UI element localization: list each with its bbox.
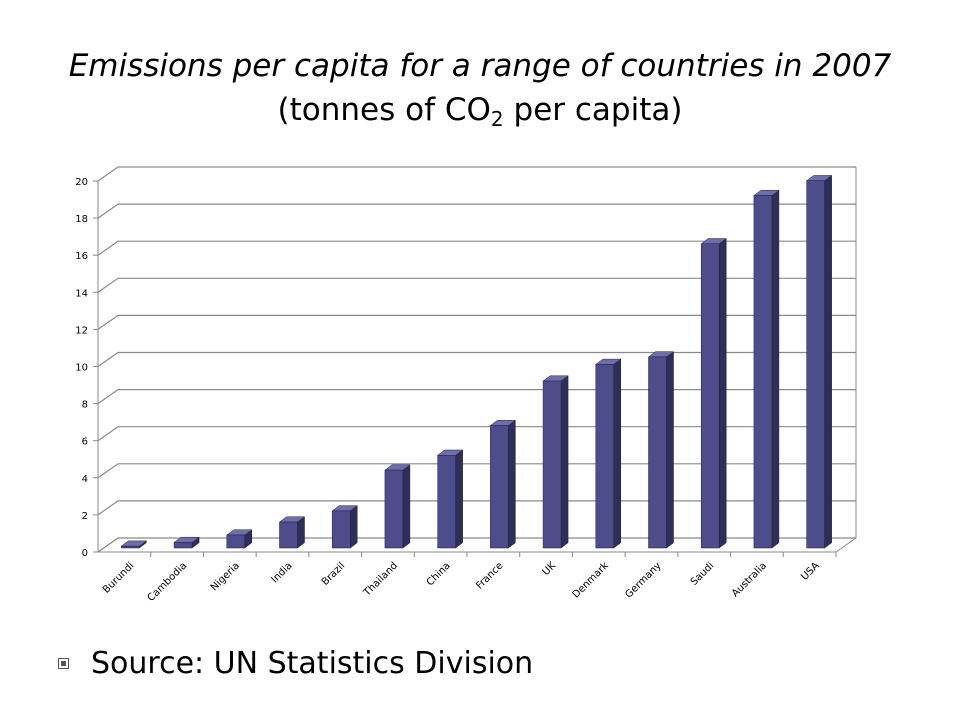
chart-floor-back-edge bbox=[97, 537, 856, 553]
bar-side bbox=[455, 449, 463, 549]
title-line-2-suffix: per capita) bbox=[503, 92, 683, 128]
x-tick-label: Australia bbox=[730, 560, 769, 599]
y-tick-label: 6 bbox=[82, 437, 88, 448]
bar-side bbox=[402, 464, 411, 549]
bar bbox=[279, 521, 298, 549]
gridline bbox=[97, 240, 856, 256]
bar bbox=[806, 180, 825, 549]
y-tick-label: 16 bbox=[75, 251, 88, 262]
bar-side bbox=[824, 174, 832, 549]
title-line-1: Emissions per capita for a range of coun… bbox=[68, 48, 892, 84]
bar-side bbox=[349, 505, 358, 549]
gridline bbox=[97, 277, 856, 293]
bar bbox=[595, 364, 615, 549]
gridline bbox=[97, 463, 856, 479]
y-tick-label: 18 bbox=[75, 214, 88, 225]
x-tick-label: India bbox=[269, 560, 294, 585]
bar bbox=[384, 469, 404, 549]
x-tick-label: France bbox=[474, 560, 505, 591]
x-tick-label: USA bbox=[799, 560, 822, 583]
x-tick-label: Nigeria bbox=[209, 560, 242, 593]
title-line-2: (tonnes of CO2 per capita) bbox=[0, 88, 960, 141]
source-text: Source: UN Statistics Division bbox=[91, 646, 534, 681]
gridline bbox=[97, 166, 856, 182]
chart-title: Emissions per capita for a range of coun… bbox=[0, 44, 960, 141]
gridline bbox=[97, 351, 856, 367]
title-subscript: 2 bbox=[490, 107, 504, 131]
gridline bbox=[97, 500, 856, 516]
x-tick-label: Brazil bbox=[320, 560, 348, 588]
y-tick-label: 10 bbox=[75, 363, 88, 374]
y-tick-label: 0 bbox=[82, 548, 88, 559]
y-tick-label: 20 bbox=[75, 177, 88, 188]
chart-floor-front-edge bbox=[97, 181, 857, 553]
bar-side bbox=[560, 375, 569, 549]
bar bbox=[542, 380, 562, 549]
bar bbox=[490, 425, 509, 549]
y-tick-label: 8 bbox=[82, 400, 88, 411]
y-tick-label: 2 bbox=[82, 511, 88, 522]
x-tick-label: UK bbox=[541, 560, 559, 578]
bar bbox=[173, 542, 193, 549]
x-tick-label: Denmark bbox=[571, 560, 611, 600]
bar-side bbox=[613, 358, 622, 549]
bar bbox=[226, 534, 246, 549]
gridline bbox=[97, 389, 856, 405]
bar bbox=[331, 510, 351, 549]
bar-chart: 0 2 4 6 8 10 12 14 16 18 20 Burundi Cambodia Nigeria I… bbox=[75, 166, 857, 604]
bar-side bbox=[718, 238, 727, 549]
x-tick-label: Thailand bbox=[361, 560, 400, 599]
bar bbox=[648, 356, 667, 549]
source-line: Source: UN Statistics Division bbox=[58, 646, 533, 681]
x-tick-label: Burundi bbox=[101, 560, 136, 595]
bar bbox=[437, 455, 456, 549]
x-tick-label: Cambodia bbox=[146, 560, 190, 604]
bar-side bbox=[508, 419, 516, 549]
bar bbox=[121, 545, 140, 549]
gridline bbox=[97, 426, 856, 442]
bullet-icon bbox=[58, 658, 69, 669]
bar-side bbox=[771, 189, 780, 549]
x-tick-label: Saudi bbox=[689, 560, 717, 588]
bar-side bbox=[666, 351, 674, 549]
y-tick-label: 12 bbox=[75, 325, 88, 336]
bar bbox=[700, 243, 720, 549]
gridline bbox=[97, 203, 856, 219]
y-tick-label: 4 bbox=[82, 474, 88, 485]
gridline bbox=[97, 314, 856, 330]
title-line-2-prefix: (tonnes of CO bbox=[277, 92, 491, 128]
x-tick-label: Germany bbox=[623, 560, 663, 600]
gridline bbox=[97, 537, 856, 553]
bar bbox=[753, 195, 773, 549]
y-tick-label: 14 bbox=[75, 288, 88, 299]
x-tick-label: China bbox=[425, 560, 453, 588]
